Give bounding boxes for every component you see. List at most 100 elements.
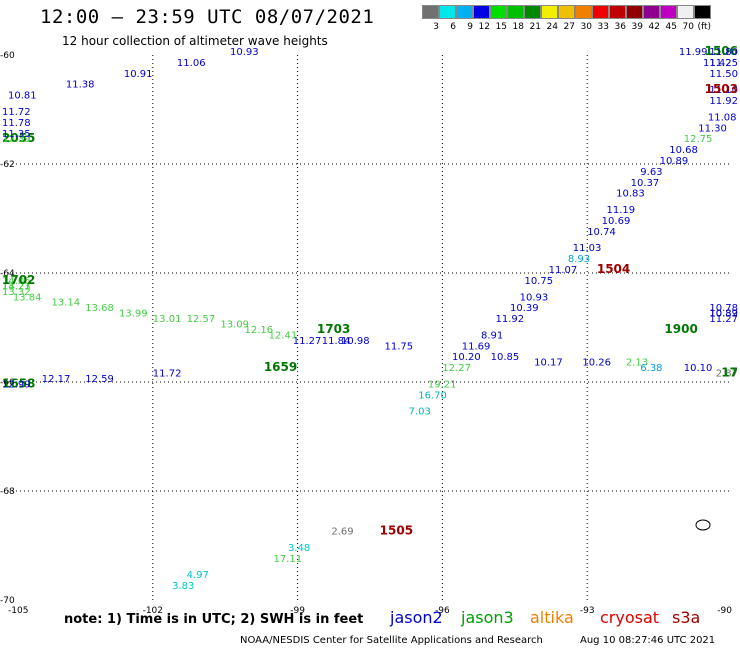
colorbar-label: 39 bbox=[631, 22, 643, 32]
wave-height-label: 3.48 bbox=[288, 543, 310, 554]
wave-height-label: 11.19 bbox=[607, 205, 636, 216]
wave-height-label: 10.68 bbox=[669, 145, 698, 156]
wave-height-label: 10.81 bbox=[8, 91, 37, 102]
wave-height-label: 11.75 bbox=[384, 341, 413, 352]
satellite-legend-jason2: jason2 bbox=[390, 608, 443, 627]
wave-height-label: 10.78 bbox=[709, 303, 738, 314]
wave-height-label: 12.27 bbox=[442, 363, 471, 374]
colorbar-swatch bbox=[626, 5, 643, 19]
wave-height-label: 10.98 bbox=[341, 336, 370, 347]
wave-height-label: 11.92 bbox=[709, 96, 738, 107]
pass-time-label: 1504 bbox=[597, 262, 630, 276]
wave-height-label: 10.83 bbox=[616, 189, 645, 200]
wave-height-colorbar bbox=[422, 5, 711, 19]
wave-height-label: 6.38 bbox=[640, 363, 662, 374]
wave-height-label: 19.21 bbox=[428, 379, 457, 390]
colorbar-swatch bbox=[422, 5, 439, 19]
wave-height-label: 7.03 bbox=[409, 407, 431, 418]
colorbar-swatch bbox=[507, 5, 524, 19]
colorbar-labels: 3 6 9 12 15 18 21 24 27 30 33 36 39 42 45 70 (ft) bbox=[422, 22, 711, 32]
wave-height-label: 14.27 bbox=[2, 281, 31, 292]
wave-height-label: 8.91 bbox=[481, 330, 503, 341]
wave-height-label: 12.99 bbox=[2, 379, 31, 390]
colorbar-swatch bbox=[694, 5, 711, 19]
colorbar-label: 21 bbox=[529, 22, 541, 32]
pass-time-label: 1503 bbox=[705, 82, 738, 96]
wave-height-label: 11.42 bbox=[703, 58, 732, 69]
wave-height-label: 12.59 bbox=[85, 374, 114, 385]
wave-height-label: 10.10 bbox=[684, 363, 713, 374]
wave-height-label: 13.09 bbox=[220, 320, 249, 331]
lat-tick-label: -62 bbox=[0, 160, 15, 170]
satellite-legend-altika: altika bbox=[530, 608, 574, 627]
wave-height-label: 14.06 bbox=[2, 276, 31, 287]
wave-height-label: 10.91 bbox=[124, 69, 153, 80]
colorbar-label: 36 bbox=[614, 22, 626, 32]
wave-height-label: 12.57 bbox=[187, 314, 216, 325]
wave-height-label: 12.17 bbox=[42, 374, 71, 385]
wave-height-label: 10.89 bbox=[660, 156, 689, 167]
satellite-legend-cryosat: cryosat bbox=[600, 608, 660, 627]
colorbar-label: 9 bbox=[467, 22, 473, 32]
wave-height-label: 11.07 bbox=[549, 265, 578, 276]
wave-height-label: 2.69 bbox=[331, 527, 353, 538]
wave-height-label: 11.84 bbox=[322, 336, 351, 347]
wave-height-label: 13.23 bbox=[2, 281, 31, 292]
wave-height-label: 12.75 bbox=[684, 134, 713, 145]
colorbar-label: 70 bbox=[682, 22, 694, 32]
colorbar-swatch bbox=[677, 5, 694, 19]
colorbar-swatch bbox=[592, 5, 609, 19]
wave-height-label: 11.25 bbox=[709, 58, 738, 69]
map-title: 12:00 — 23:59 UTC 08/07/2021 bbox=[40, 6, 375, 28]
wave-height-label: 16.70 bbox=[418, 390, 447, 401]
colorbar-label: 30 bbox=[580, 22, 592, 32]
wave-height-label: 13.84 bbox=[13, 292, 42, 303]
lon-tick-label: -96 bbox=[435, 606, 450, 616]
wave-height-label: 11.30 bbox=[698, 123, 727, 134]
wave-height-label: 3.83 bbox=[172, 581, 194, 592]
wave-height-label: 14.21 bbox=[2, 281, 31, 292]
colorbar-label: 24 bbox=[546, 22, 558, 32]
colorbar-swatch bbox=[490, 5, 507, 19]
wave-height-label: 11.72 bbox=[153, 369, 182, 380]
wave-height-label: 11.35 bbox=[2, 129, 31, 140]
satellite-legend-s3a: s3a bbox=[672, 608, 701, 627]
wave-height-label: 17.11 bbox=[273, 554, 302, 565]
lon-tick-label: -90 bbox=[717, 606, 732, 616]
observation-labels: 10.93 11.99150611.8011.4211.2511.5011.101… bbox=[2, 44, 738, 592]
wave-height-label: 8.93 bbox=[568, 254, 590, 265]
wave-height-label: 2.87 bbox=[716, 369, 738, 380]
wave-height-label: 11.27 bbox=[709, 314, 738, 325]
wave-height-label: 4.97 bbox=[187, 570, 209, 581]
wave-height-label: 13.68 bbox=[85, 303, 114, 314]
colorbar-label: 6 bbox=[450, 22, 456, 32]
wave-height-label: 11.78 bbox=[2, 118, 31, 129]
credit-timestamp: Aug 10 08:27:46 UTC 2021 bbox=[580, 635, 716, 646]
pass-time-label: 1658 bbox=[2, 376, 35, 390]
colorbar-label: 33 bbox=[597, 22, 609, 32]
wave-height-label: 12.39 bbox=[2, 134, 31, 145]
wave-height-label: 11.80 bbox=[709, 47, 738, 58]
wave-height-label: 12.41 bbox=[269, 330, 298, 341]
colorbar-swatch bbox=[575, 5, 592, 19]
wave-height-label: 11.69 bbox=[462, 341, 491, 352]
wave-height-label: 10.32 bbox=[709, 309, 738, 320]
wave-height-label: 10.20 bbox=[452, 352, 481, 363]
pass-time-label: 1900 bbox=[664, 322, 697, 336]
wave-height-label: 12.16 bbox=[245, 325, 274, 336]
graticule bbox=[8, 55, 732, 600]
lon-tick-label: -105 bbox=[8, 606, 28, 616]
lat-tick-label: -60 bbox=[0, 51, 15, 61]
wave-height-label: 11.27 bbox=[293, 336, 322, 347]
wave-height-label: 2.13 bbox=[626, 358, 648, 369]
colorbar-label: 45 bbox=[665, 22, 677, 32]
colorbar-label: 3 bbox=[433, 22, 439, 32]
wave-height-label: 11.38 bbox=[66, 80, 95, 91]
credit-source: NOAA/NESDIS Center for Satellite Applica… bbox=[240, 635, 543, 646]
pass-time-label: 1702 bbox=[2, 273, 35, 287]
colorbar-swatch bbox=[609, 5, 626, 19]
satellite-legend-jason3: jason3 bbox=[461, 608, 514, 627]
colorbar-swatch bbox=[456, 5, 473, 19]
